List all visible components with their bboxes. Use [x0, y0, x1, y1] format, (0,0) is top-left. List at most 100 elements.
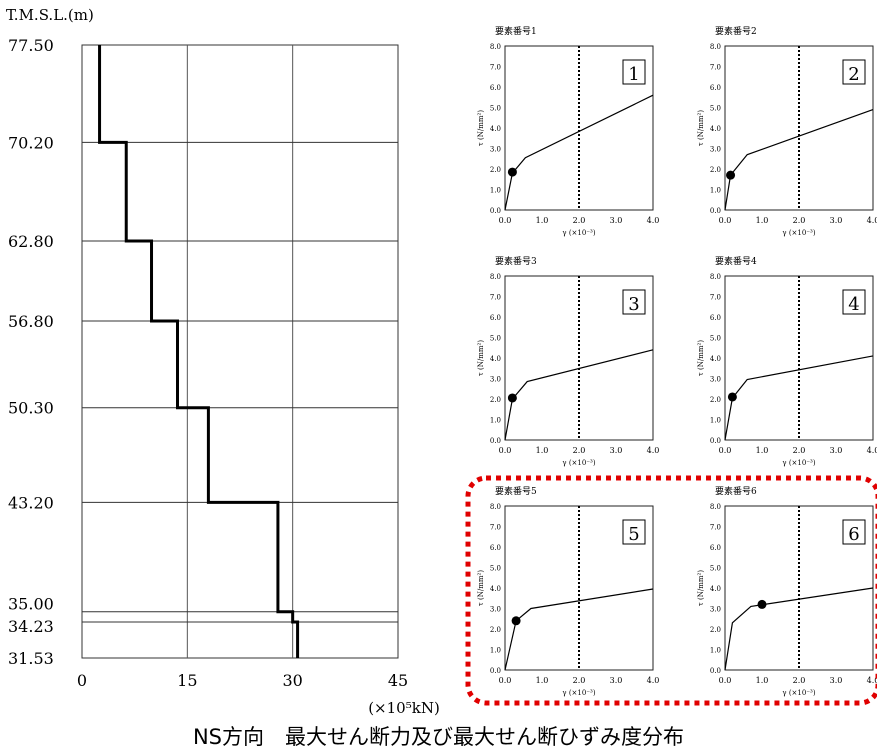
- y-tick-label: 1.0: [710, 417, 721, 425]
- x-tick-label: 0.0: [499, 216, 512, 225]
- y-tick-label: 4.0: [710, 585, 721, 593]
- y-tick-label: 4.0: [490, 125, 501, 133]
- skeleton-curve: [724, 587, 874, 671]
- element-number: 5: [628, 524, 639, 545]
- x-tick-label: 3.0: [830, 446, 843, 455]
- y-tick-label: 8.0: [710, 273, 721, 281]
- elevation-label: 31.53: [8, 649, 54, 668]
- x-axis-title: γ (×10⁻³): [782, 689, 815, 697]
- panel-5: 要素番号5 0.0 1.0 2.0 3.0 4.0 5.0 6.0 7.0 8.0 0.0 1.0 2.…: [477, 485, 659, 697]
- y-tick-label: 6.0: [490, 314, 501, 322]
- y-tick-label: 3.0: [710, 146, 721, 154]
- y-tick-label: 0.0: [710, 667, 721, 675]
- y-axis-title: T.M.S.L.(m): [6, 6, 94, 24]
- skeleton-curve: [724, 355, 874, 441]
- x-tick-label: 4.0: [647, 216, 660, 225]
- max-response-point: [726, 170, 736, 180]
- element-number-box: [622, 59, 646, 85]
- x-axis-unit: (×10⁵kN): [368, 699, 440, 717]
- y-tick-label: 6.0: [710, 314, 721, 322]
- elevation-label: 70.20: [8, 133, 54, 152]
- y-tick-label: 7.0: [490, 294, 501, 302]
- y-tick-label: 4.0: [710, 355, 721, 363]
- element-number-box: [622, 519, 646, 545]
- y-tick-label: 7.0: [710, 294, 721, 302]
- y-tick-label: 5.0: [490, 335, 501, 343]
- y-tick-label: 1.0: [710, 647, 721, 655]
- skeleton-curve: [504, 588, 654, 671]
- y-axis-title: τ (N/mm²): [477, 340, 485, 376]
- x-axis-title: γ (×10⁻³): [782, 229, 815, 237]
- y-axis-title: τ (N/mm²): [477, 110, 485, 146]
- stress-strain-panels: 要素番号1 0.0 1.0 2.0 3.0 4.0 5.0 6.0 7.0 8.0 0.0 1.0 2.…: [477, 25, 877, 697]
- x-tick-label: 4.0: [647, 446, 660, 455]
- y-tick-label: 4.0: [490, 355, 501, 363]
- x-tick-label: 30: [282, 671, 302, 690]
- elevation-label: 50.30: [8, 399, 54, 418]
- x-tick-label: 1.0: [756, 216, 769, 225]
- element-number-box: [842, 59, 866, 85]
- x-tick-label: 0.0: [499, 446, 512, 455]
- y-tick-label: 0.0: [710, 207, 721, 215]
- element-number-box: [842, 289, 866, 315]
- x-tick-labels: 0 15 30 45: [77, 671, 408, 690]
- y-axis-title: τ (N/mm²): [697, 110, 705, 146]
- y-tick-label: 8.0: [710, 43, 721, 51]
- x-axis-title: γ (×10⁻³): [562, 229, 595, 237]
- y-tick-label: 2.0: [490, 626, 501, 634]
- y-tick-label: 2.0: [710, 396, 721, 404]
- y-tick-label: 3.0: [710, 376, 721, 384]
- elevation-label: 35.00: [8, 595, 54, 614]
- figure-caption: NS方向 最大せん断力及び最大せん断ひずみ度分布: [192, 725, 685, 749]
- y-tick-label: 2.0: [710, 626, 721, 634]
- y-axis-title: τ (N/mm²): [697, 570, 705, 606]
- x-tick-label: 2.0: [793, 216, 806, 225]
- x-tick-label: 1.0: [536, 676, 549, 685]
- y-tick-label: 2.0: [490, 396, 501, 404]
- y-tick-label: 7.0: [490, 64, 501, 72]
- x-tick-label: 4.0: [647, 676, 660, 685]
- elevation-label: 43.20: [8, 493, 54, 512]
- panel-3: 要素番号3 0.0 1.0 2.0 3.0 4.0 5.0 6.0 7.0 8.0 0.0 1.0 2.…: [477, 255, 659, 467]
- elevation-label: 77.50: [8, 36, 54, 55]
- x-tick-label: 2.0: [793, 446, 806, 455]
- x-tick-label: 3.0: [610, 676, 623, 685]
- y-tick-label: 0.0: [490, 437, 501, 445]
- x-tick-label: 1.0: [536, 216, 549, 225]
- element-number: 6: [848, 524, 859, 545]
- x-tick-label: 3.0: [610, 216, 623, 225]
- y-tick-label: 0.0: [490, 207, 501, 215]
- panel-1: 要素番号1 0.0 1.0 2.0 3.0 4.0 5.0 6.0 7.0 8.0 0.0 1.0 2.…: [477, 25, 659, 237]
- x-tick-label: 0.0: [719, 676, 732, 685]
- y-tick-label: 8.0: [710, 503, 721, 511]
- x-tick-label: 15: [177, 671, 197, 690]
- x-tick-label: 3.0: [610, 446, 623, 455]
- y-tick-label: 1.0: [710, 187, 721, 195]
- skeleton-curve: [724, 108, 874, 211]
- y-tick-label: 2.0: [710, 166, 721, 174]
- element-number-box: [622, 289, 646, 315]
- y-tick-label: 6.0: [490, 544, 501, 552]
- max-response-point: [727, 392, 737, 402]
- y-tick-label: 5.0: [490, 105, 501, 113]
- max-response-point: [757, 599, 767, 609]
- x-tick-label: 3.0: [830, 216, 843, 225]
- y-tick-label: 4.0: [710, 125, 721, 133]
- y-tick-label: 8.0: [490, 273, 501, 281]
- panel-title: 要素番号4: [715, 255, 757, 267]
- y-tick-label: 3.0: [490, 376, 501, 384]
- y-tick-label: 6.0: [710, 544, 721, 552]
- x-axis-title: γ (×10⁻³): [562, 459, 595, 467]
- y-tick-label: 7.0: [490, 524, 501, 532]
- y-tick-label: 8.0: [490, 503, 501, 511]
- element-number: 1: [628, 64, 639, 85]
- panel-4: 要素番号4 0.0 1.0 2.0 3.0 4.0 5.0 6.0 7.0 8.0 0.0 1.0 2.…: [697, 255, 877, 467]
- x-tick-label: 3.0: [830, 676, 843, 685]
- x-tick-label: 1.0: [756, 676, 769, 685]
- element-number-box: [842, 519, 866, 545]
- elevation-label: 34.23: [8, 617, 54, 636]
- x-tick-label: 0.0: [719, 446, 732, 455]
- x-tick-label: 1.0: [756, 446, 769, 455]
- y-tick-label: 7.0: [710, 64, 721, 72]
- x-tick-label: 0: [77, 671, 87, 690]
